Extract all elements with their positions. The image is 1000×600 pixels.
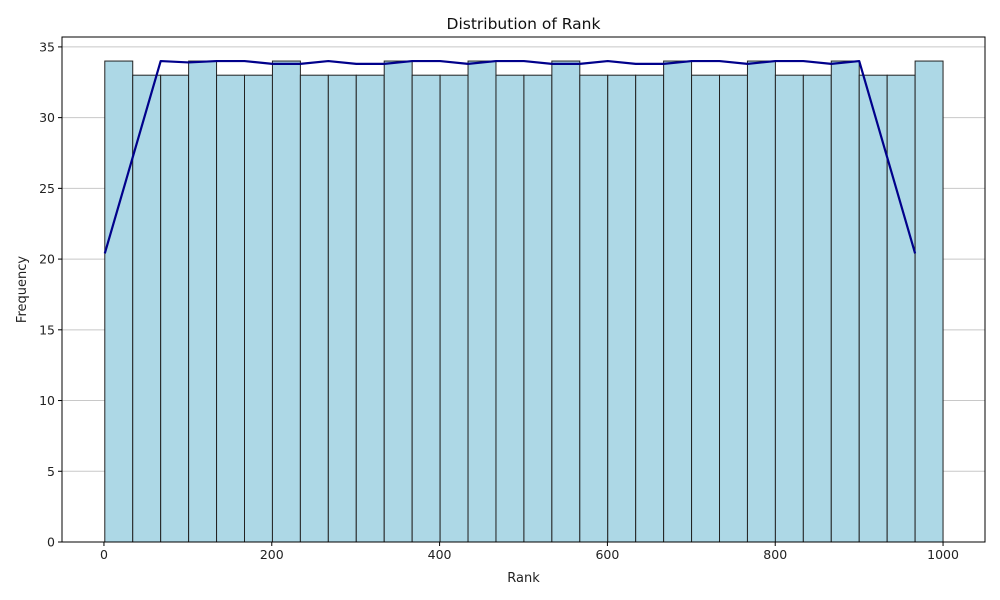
histogram-bar-5 [244, 74, 273, 543]
y-tick-label-1: 5 [47, 464, 55, 479]
histogram-bar-27 [858, 74, 888, 543]
histogram-bar-17 [579, 74, 609, 543]
histogram-bar-8 [327, 74, 357, 543]
histogram-bar-28 [886, 74, 916, 543]
chart-title: Distribution of Rank [447, 15, 601, 33]
x-tick-label-2: 400 [428, 547, 452, 562]
y-tick-label-2: 10 [39, 393, 55, 408]
histogram-bar-21 [691, 74, 721, 543]
histogram-bar-22 [719, 74, 748, 543]
histogram-bar-4 [216, 74, 246, 543]
histogram-bar-9 [355, 74, 385, 543]
histogram-bar-18 [607, 74, 637, 543]
x-tick-label-5: 1000 [927, 547, 959, 562]
y-tick-label-7: 35 [39, 39, 55, 54]
x-tick-label-0: 0 [100, 547, 108, 562]
histogram-bar-14 [495, 74, 525, 543]
y-tick-label-0: 0 [47, 535, 55, 550]
histogram-bar-6 [271, 60, 301, 543]
y-axis-label: Frequency [15, 256, 30, 323]
histogram-bar-12 [439, 74, 469, 543]
x-tick-label-1: 200 [260, 547, 284, 562]
x-tick-label-3: 600 [595, 547, 619, 562]
y-axis-ticks: 0 5 10 15 20 25 30 35 [39, 39, 62, 550]
plot-frame [61, 36, 986, 543]
histogram-bar-25 [802, 74, 832, 543]
histogram-bar-2 [160, 74, 190, 543]
x-axis-ticks: 0 200 400 600 800 1000 [100, 542, 959, 562]
y-tick-label-3: 15 [39, 322, 55, 337]
histogram-bar-24 [774, 74, 804, 543]
histogram-bar-23 [746, 60, 776, 543]
histogram-bar-3 [188, 60, 218, 543]
trend-line [103, 59, 917, 254]
y-tick-label-4: 20 [39, 252, 55, 267]
trend-line-path [103, 59, 917, 254]
histogram-bar-29 [914, 60, 944, 543]
histogram-bar-0 [104, 60, 134, 543]
y-tick-label-5: 25 [39, 181, 55, 196]
x-axis-label: Rank [507, 571, 540, 586]
y-tick-label-6: 30 [39, 110, 55, 125]
histogram-bar-10 [383, 60, 413, 543]
histogram-bar-26 [830, 60, 860, 543]
histogram-bar-19 [635, 74, 665, 543]
histogram-bar-20 [663, 60, 693, 543]
histogram-bar-13 [467, 60, 497, 543]
histogram-bar-16 [551, 60, 581, 543]
histogram-bar-7 [299, 74, 329, 543]
histogram-bar-15 [523, 74, 553, 543]
x-tick-label-4: 800 [763, 547, 787, 562]
histogram-bars [104, 60, 944, 543]
histogram-bar-11 [411, 74, 441, 543]
histogram-bar-1 [132, 74, 162, 543]
